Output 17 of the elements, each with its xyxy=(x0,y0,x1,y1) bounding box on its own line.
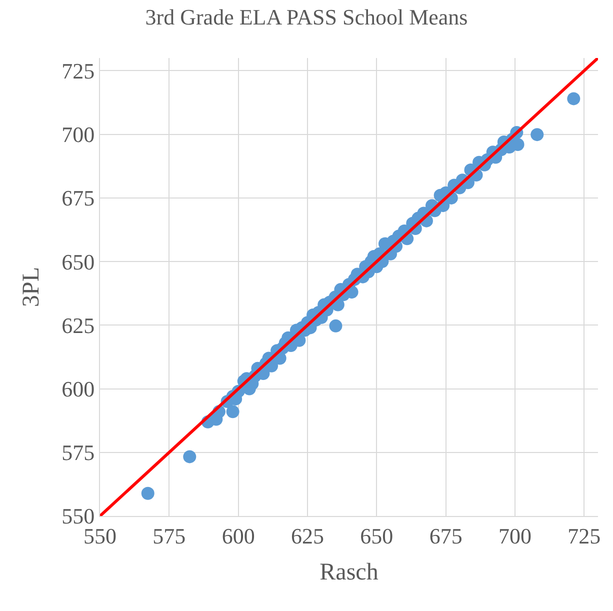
y-tick-label: 575 xyxy=(62,440,95,466)
x-tick-label: 650 xyxy=(360,523,394,548)
x-tick-label: 700 xyxy=(498,523,532,548)
x-tick-label: 725 xyxy=(568,523,601,548)
x-tick-label: 600 xyxy=(222,523,255,548)
y-tick-label: 700 xyxy=(62,122,95,148)
x-tick-label: 575 xyxy=(152,523,186,548)
y-tick-label: 600 xyxy=(62,376,95,402)
y-tick-label: 650 xyxy=(62,249,95,274)
y-tick-label: 725 xyxy=(62,58,95,84)
y-tick-label: 675 xyxy=(62,186,95,211)
x-tick-label: 675 xyxy=(429,523,462,548)
y-axis-title: 3PL xyxy=(18,266,45,308)
chart-title: 3rd Grade ELA PASS School Means xyxy=(145,4,468,30)
x-tick-label: 625 xyxy=(291,523,324,548)
y-tick-label: 625 xyxy=(62,312,95,338)
x-axis-title: Rasch xyxy=(320,560,378,586)
